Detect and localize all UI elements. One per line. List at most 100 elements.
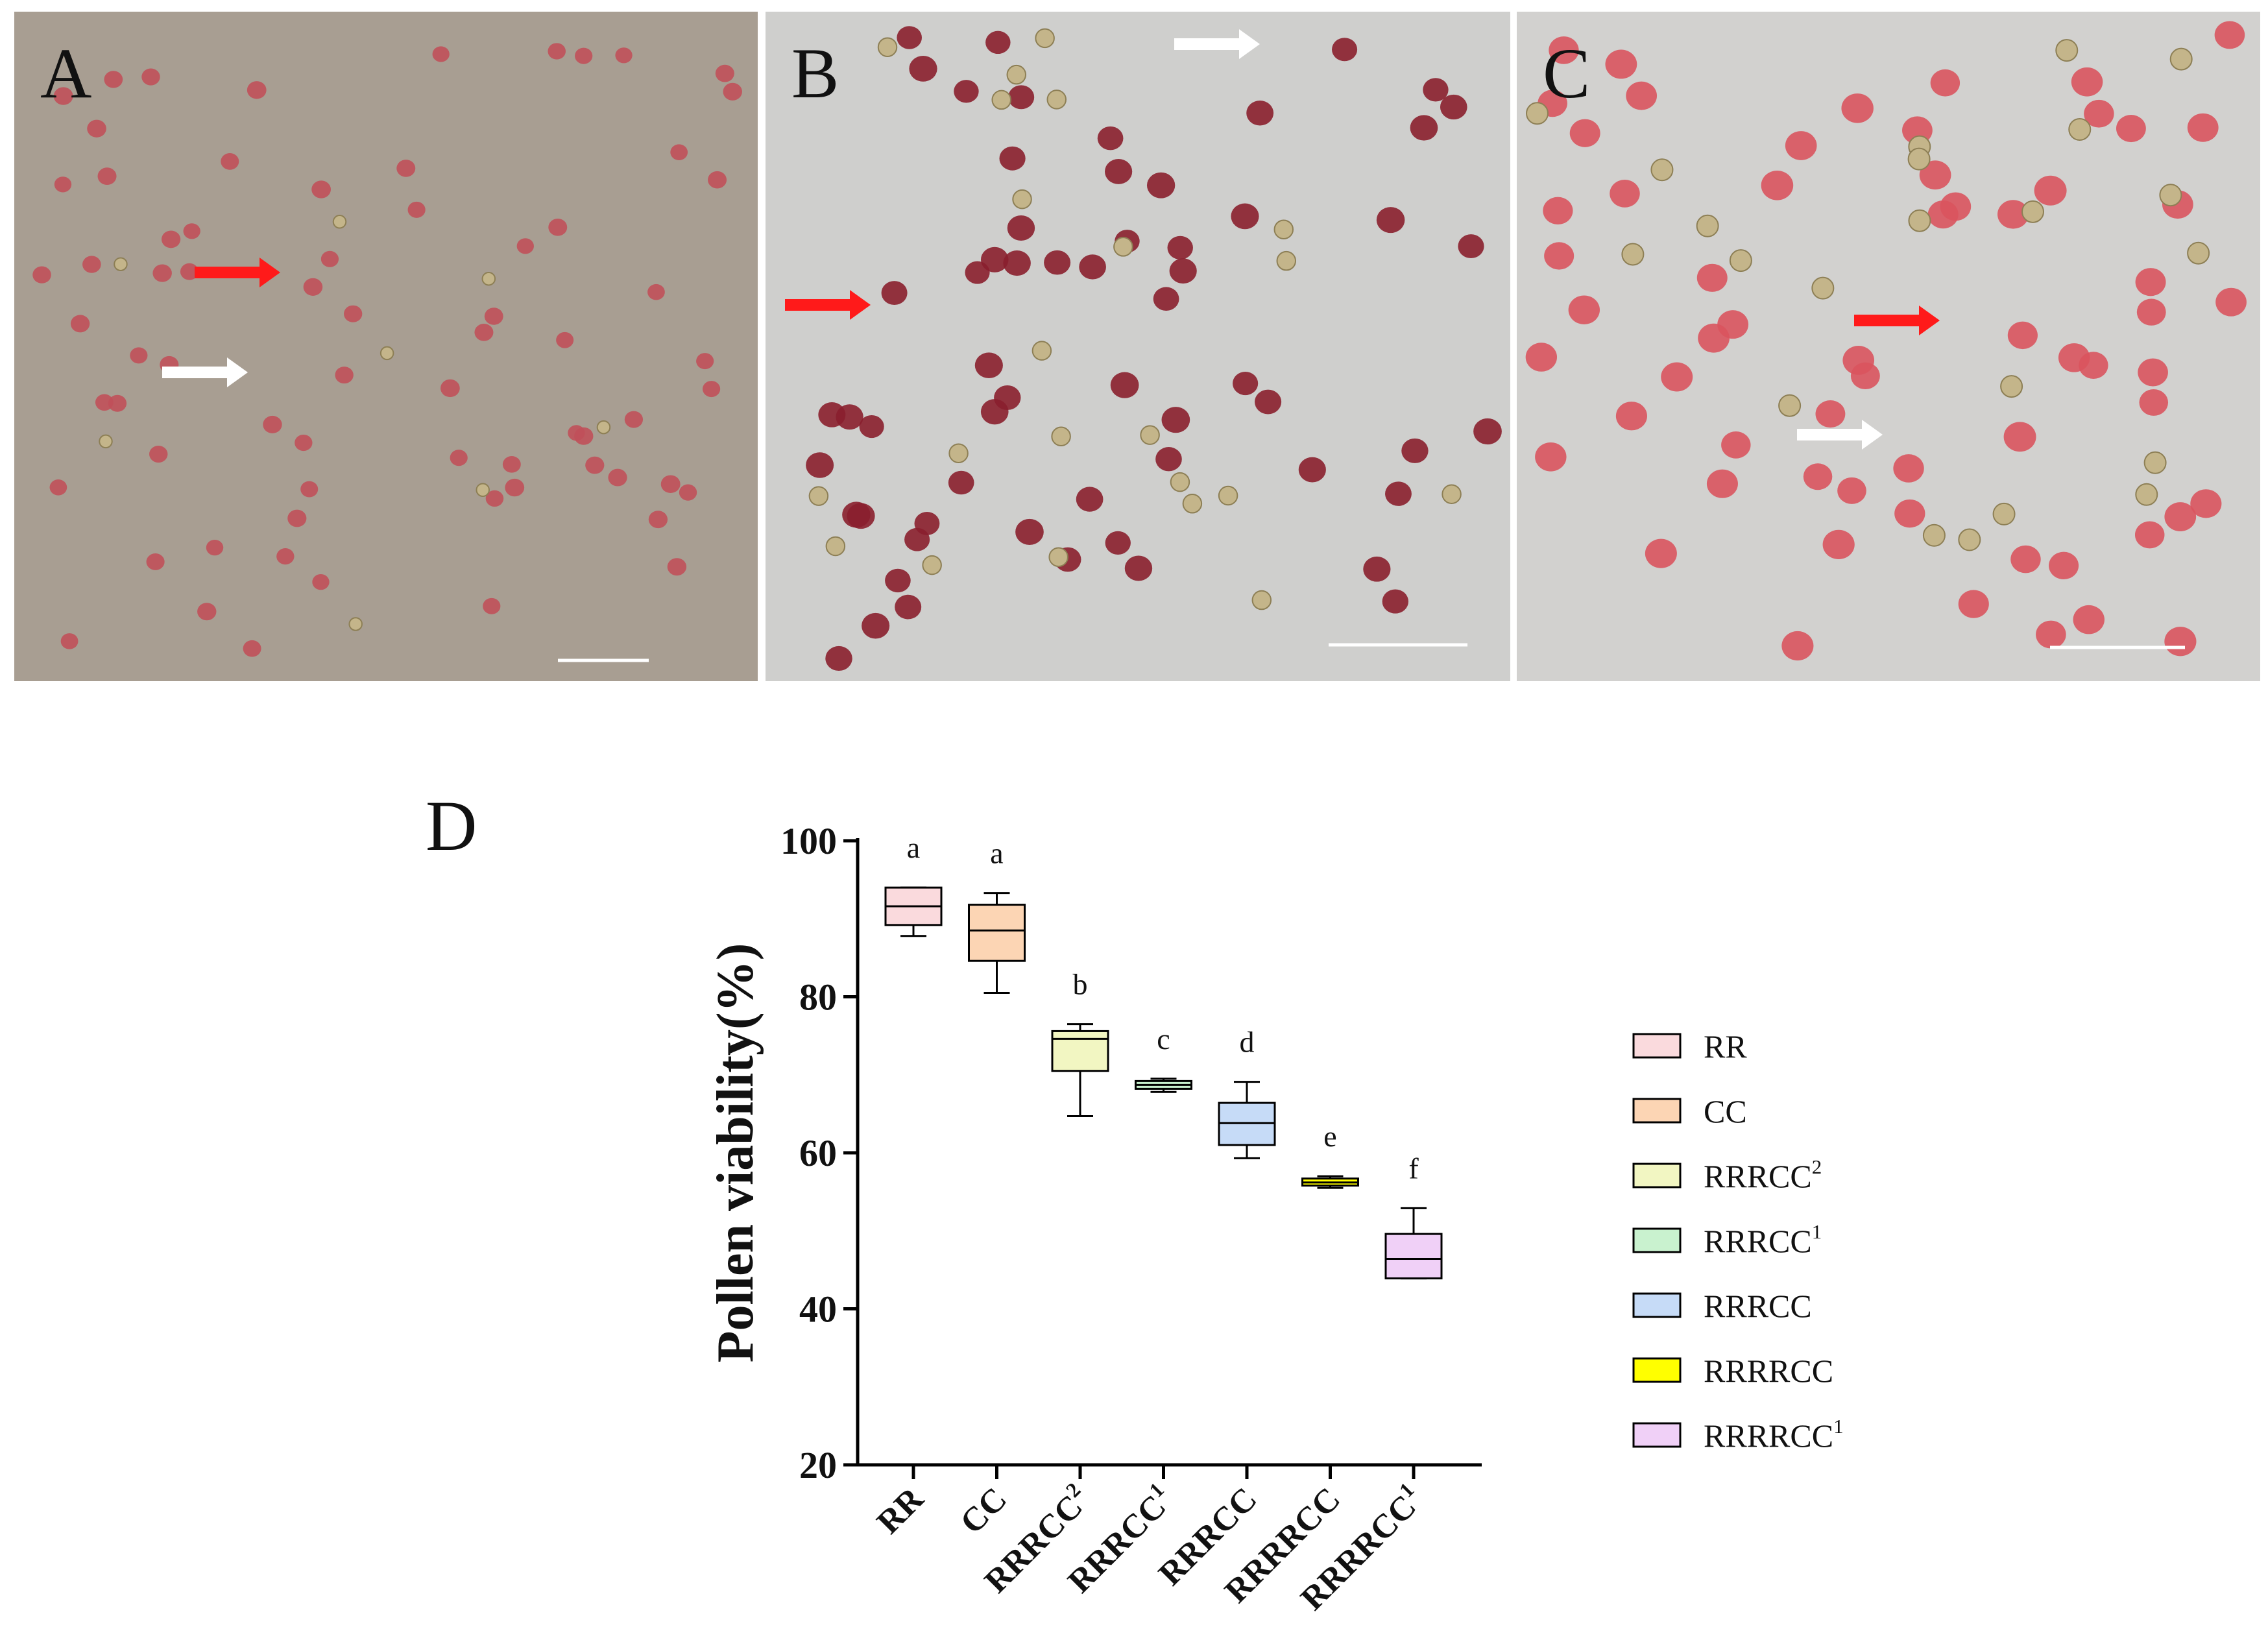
viable-pollen-grain xyxy=(679,484,697,501)
legend-item: RRRCC2 xyxy=(1632,1155,1822,1194)
viable-pollen-grain xyxy=(1615,402,1648,431)
viable-pollen-grain xyxy=(2003,422,2036,452)
viable-pollen-grain xyxy=(450,450,468,466)
viable-pollen-grain xyxy=(1919,160,1951,190)
viable-pollen-grain xyxy=(2138,358,2168,387)
box-group: e xyxy=(1301,1120,1359,1189)
nonviable-pollen-grain xyxy=(1442,484,1462,505)
viable-pollen-grain xyxy=(247,81,267,99)
viable-pollen-grain xyxy=(1146,172,1176,199)
panel-label-b: B xyxy=(791,34,839,113)
viable-pollen-grain xyxy=(502,456,521,473)
viable-pollen-grain xyxy=(180,263,199,280)
viable-pollen-grain xyxy=(2071,67,2103,97)
box-group: d xyxy=(1218,1026,1276,1159)
viable-pollen-grain xyxy=(1233,372,1259,396)
viable-pollen-grain xyxy=(1610,179,1640,208)
viable-pollen-grain xyxy=(1645,538,1677,568)
viable-pollen-grain xyxy=(909,56,937,82)
viable-pollen-grain xyxy=(1721,431,1751,459)
x-tick-label: RR xyxy=(870,1480,931,1541)
viable-pollen-grain xyxy=(954,80,979,103)
legend-label: RRRRCC1 xyxy=(1704,1415,1844,1454)
legend-swatch xyxy=(1632,1292,1682,1318)
nonviable-pollen-grain xyxy=(348,617,363,631)
viable-pollen-grain xyxy=(1605,49,1637,79)
viable-pollen-grain xyxy=(344,305,363,322)
significance-letter: e xyxy=(1323,1120,1336,1153)
viable-pollen-grain xyxy=(556,332,574,348)
viable-pollen-grain xyxy=(1161,407,1190,433)
y-tick-label: 100 xyxy=(780,820,837,862)
nonviable-pollen-grain xyxy=(1182,494,1203,514)
viable-pollen-grain xyxy=(407,201,426,218)
viable-pollen-grain xyxy=(53,87,73,105)
viable-pollen-grain xyxy=(548,219,568,236)
viable-pollen-grain xyxy=(1525,343,1558,372)
nonviable-pollen-grain xyxy=(1992,502,2016,525)
viable-pollen-grain xyxy=(2084,99,2114,128)
nonviable-pollen-grain xyxy=(1778,394,1802,417)
micrograph-panel-c: C xyxy=(1517,12,2260,681)
viable-pollen-grain xyxy=(1458,234,1484,259)
nonviable-pollen-grain xyxy=(991,90,1011,110)
nonviable-pollen-grain xyxy=(2021,200,2044,223)
label-superscript: 1 xyxy=(1833,1415,1844,1438)
label-main-text: RRRRCC xyxy=(1704,1353,1833,1389)
nonviable-pollen-grain xyxy=(2000,375,2023,398)
y-axis-title: Pollen viability(%) xyxy=(707,943,764,1363)
viable-pollen-grain xyxy=(1255,389,1282,415)
viable-pollen-grain xyxy=(842,501,871,528)
y-tick-label: 60 xyxy=(799,1132,837,1174)
viable-pollen-grain xyxy=(723,82,742,101)
viable-pollen-grain xyxy=(1543,197,1573,225)
legend-swatch xyxy=(1632,1098,1682,1124)
viable-pollen-grain xyxy=(183,223,200,239)
viable-pollen-grain xyxy=(2136,298,2166,326)
nonviable-pollen-grain xyxy=(1696,214,1719,237)
viable-pollen-grain xyxy=(49,479,67,496)
viable-pollen-grain xyxy=(276,548,295,565)
viable-pollen-grain xyxy=(197,603,217,621)
viable-pollen-grain xyxy=(2116,114,2146,143)
viable-pollen-grain xyxy=(1015,518,1044,546)
viable-pollen-grain xyxy=(1167,235,1193,260)
viable-pollen-grain xyxy=(146,553,165,570)
viable-pollen-grain xyxy=(440,379,460,398)
red-arrow-icon xyxy=(195,258,280,287)
viable-pollen-grain xyxy=(885,568,911,593)
viable-pollen-grain xyxy=(1298,457,1326,483)
viable-pollen-grain xyxy=(895,594,922,620)
nonviable-pollen-grain xyxy=(1035,28,1055,49)
viable-pollen-grain xyxy=(859,415,884,439)
viable-pollen-grain xyxy=(303,278,323,296)
viable-pollen-grain xyxy=(1706,469,1738,498)
viable-pollen-grain xyxy=(1696,263,1728,292)
viable-pollen-grain xyxy=(1535,442,1567,472)
micrograph-a-image xyxy=(14,12,758,681)
viable-pollen-grain xyxy=(965,261,990,284)
viable-pollen-grain xyxy=(104,71,123,88)
nonviable-pollen-grain xyxy=(1170,472,1190,492)
legend-swatch xyxy=(1632,1163,1682,1188)
viable-pollen-grain xyxy=(95,394,114,411)
viable-pollen-grain xyxy=(149,445,168,463)
nonviable-pollen-grain xyxy=(877,37,898,58)
nonviable-pollen-grain xyxy=(99,434,113,449)
viable-pollen-grain xyxy=(263,415,282,433)
nonviable-pollen-grain xyxy=(1031,341,1052,361)
viable-pollen-grain xyxy=(2007,321,2038,350)
viable-pollen-grain xyxy=(2215,287,2247,317)
nonviable-pollen-grain xyxy=(825,536,846,557)
viable-pollen-grain xyxy=(1079,254,1106,280)
box-group: a xyxy=(968,837,1026,994)
label-main-text: RRRRCC xyxy=(1704,1417,1833,1454)
viable-pollen-grain xyxy=(300,481,319,498)
legend-label: RRRRCC xyxy=(1704,1353,1833,1389)
viable-pollen-grain xyxy=(696,353,714,370)
box-iqr xyxy=(1384,1233,1443,1280)
nonviable-pollen-grain xyxy=(1526,102,1549,125)
viable-pollen-grain xyxy=(1105,531,1131,555)
micrograph-c-image xyxy=(1517,12,2260,681)
legend-item: RRRRCC1 xyxy=(1632,1415,1844,1454)
